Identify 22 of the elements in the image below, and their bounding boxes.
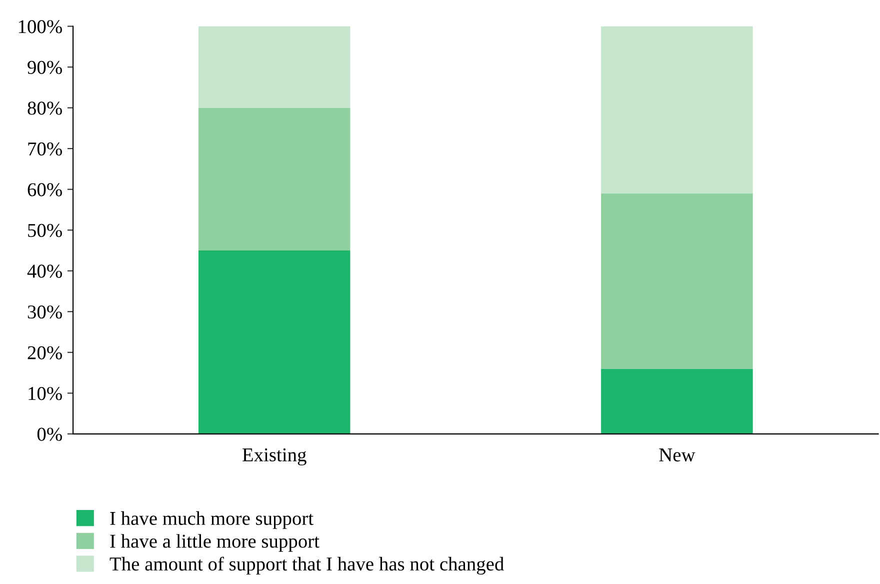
y-tick-label: 40% (27, 264, 62, 278)
y-tick-label: 60% (28, 183, 62, 196)
bar (198, 26, 350, 108)
y-tick-label: 10% (28, 386, 62, 400)
y-tick-label: 30% (28, 305, 62, 319)
bar (601, 26, 753, 194)
x-tick-label: New (659, 448, 696, 462)
bar (198, 108, 350, 250)
bar (601, 193, 753, 369)
legend-label: The amount of support that I have has not changed (110, 556, 504, 575)
y-tick-label: 0% (37, 428, 62, 441)
y-tick-label: 70% (28, 142, 62, 156)
legend-label: I have much more support (110, 511, 314, 529)
x-tick-label: Existing (242, 448, 306, 466)
y-tick-label: 20% (28, 346, 62, 360)
bar (601, 368, 753, 434)
legend-label: I have a little more support (110, 534, 320, 552)
bar (198, 250, 350, 434)
y-tick-label: 100% (18, 20, 62, 34)
y-tick-label: 50% (28, 224, 62, 238)
y-tick-label: 90% (28, 60, 62, 74)
y-tick-label: 80% (28, 102, 62, 115)
